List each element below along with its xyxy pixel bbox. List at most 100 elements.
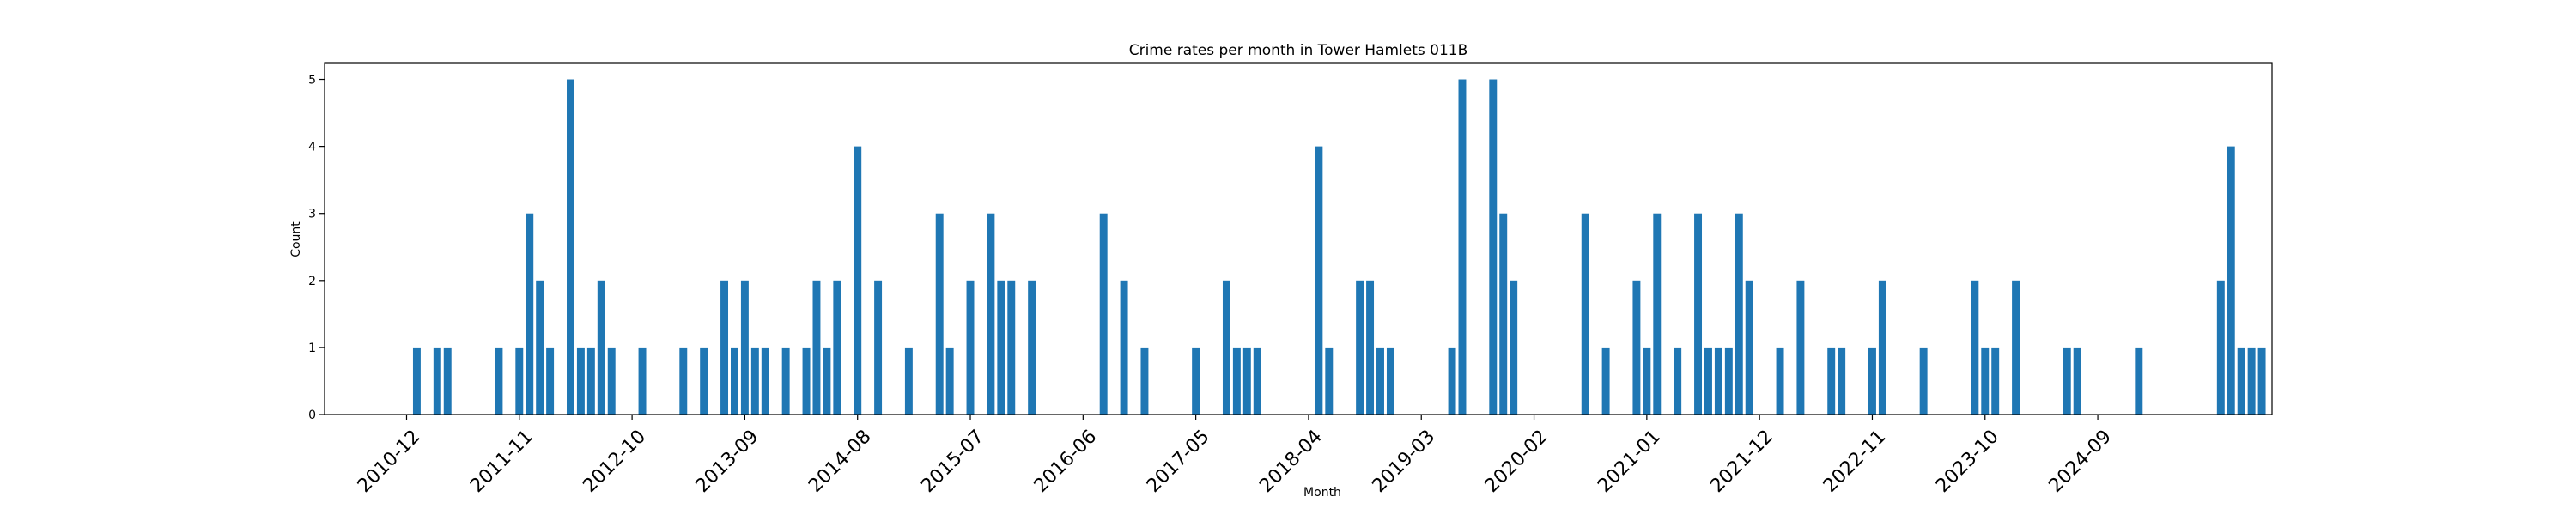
x-tick-label: 2014-08 xyxy=(805,426,876,497)
x-tick-label: 2020-02 xyxy=(1481,426,1552,497)
x-tick-label: 2013-09 xyxy=(692,426,763,497)
bar-2022-12 xyxy=(1878,280,1886,415)
bar-2018-05 xyxy=(1315,146,1323,415)
bar-2014-06 xyxy=(833,280,841,415)
bar-2015-07 xyxy=(966,280,975,415)
bar-2015-11 xyxy=(1007,280,1016,415)
y-axis-label: Count xyxy=(289,221,303,258)
bar-2023-10 xyxy=(1981,347,1990,415)
x-tick-label: 2015-07 xyxy=(917,426,988,497)
bar-2015-01 xyxy=(904,347,913,415)
bar-2025-10 xyxy=(2227,146,2235,415)
bar-2016-08 xyxy=(1099,213,1108,415)
bar-2019-11 xyxy=(1499,213,1508,415)
bar-2018-12 xyxy=(1386,347,1394,415)
bar-2011-12 xyxy=(526,213,534,415)
x-tick-label: 2016-06 xyxy=(1030,426,1102,497)
bar-2025-01 xyxy=(2135,347,2143,415)
x-axis: 2010-12 2011-11 2012-10 2013-09 2014-08 2015-… xyxy=(354,415,2116,497)
bar-2015-05 xyxy=(945,347,954,415)
plot-frame xyxy=(324,62,2273,415)
bar-2022-04 xyxy=(1796,280,1805,415)
bar-2021-11 xyxy=(1745,280,1753,415)
bar-2021-01 xyxy=(1643,347,1651,415)
bar-2013-07 xyxy=(720,280,729,415)
bar-2020-07 xyxy=(1581,213,1589,415)
x-tick-label: 2019-03 xyxy=(1369,426,1440,497)
bar-2022-02 xyxy=(1776,347,1784,415)
bar-2011-09 xyxy=(495,347,503,415)
bar-2019-10 xyxy=(1489,79,1498,415)
bar-2011-11 xyxy=(515,347,524,415)
bar-2017-09 xyxy=(1232,347,1241,415)
bar-2017-11 xyxy=(1253,347,1261,415)
bar-2022-07 xyxy=(1827,347,1836,415)
y-tick-label: 4 xyxy=(308,141,316,154)
bar-2020-12 xyxy=(1632,280,1641,415)
bar-2015-10 xyxy=(997,280,1005,415)
bar-2018-10 xyxy=(1366,280,1375,415)
bar-2014-03 xyxy=(802,347,811,415)
bar-2026-01 xyxy=(2257,347,2266,415)
bar-2012-02 xyxy=(546,347,555,415)
bar-2015-04 xyxy=(935,213,944,415)
bar-2013-10 xyxy=(750,347,759,415)
bar-2022-08 xyxy=(1838,347,1846,415)
bar-2021-07 xyxy=(1704,347,1712,415)
bars-group xyxy=(412,79,2266,415)
bar-2013-09 xyxy=(740,280,749,415)
bar-2025-11 xyxy=(2237,347,2245,415)
bar-2021-08 xyxy=(1714,347,1722,415)
bar-2024-06 xyxy=(2063,347,2071,415)
bar-2014-04 xyxy=(812,280,821,415)
x-tick-label: 2022-11 xyxy=(1820,426,1891,497)
bar-2013-08 xyxy=(731,347,738,415)
bar-2017-08 xyxy=(1222,280,1230,415)
bar-2025-09 xyxy=(2216,280,2225,415)
x-tick-label: 2010-12 xyxy=(354,426,425,497)
y-tick-label: 3 xyxy=(308,208,316,221)
bar-2012-07 xyxy=(597,280,605,415)
bar-2019-12 xyxy=(1510,280,1518,415)
bar-2013-03 xyxy=(679,347,688,415)
bar-2023-09 xyxy=(1971,280,1979,415)
bar-2011-03 xyxy=(433,347,441,415)
bar-2023-11 xyxy=(1991,347,2000,415)
x-tick-label: 2021-01 xyxy=(1594,426,1665,497)
bar-2017-05 xyxy=(1192,347,1200,415)
bar-2014-10 xyxy=(874,280,883,415)
y-tick-label: 1 xyxy=(308,342,316,355)
bar-2021-09 xyxy=(1724,347,1733,415)
bar-2012-08 xyxy=(607,347,616,415)
bar-2021-04 xyxy=(1674,347,1682,415)
bar-2016-10 xyxy=(1120,280,1128,415)
bar-2014-05 xyxy=(823,347,831,415)
bar-2024-01 xyxy=(2012,280,2020,415)
bar-2025-12 xyxy=(2247,347,2256,415)
x-axis-label: Month xyxy=(1303,486,1341,500)
bar-2020-09 xyxy=(1601,347,1610,415)
bar-2019-06 xyxy=(1448,347,1456,415)
x-tick-label: 2012-10 xyxy=(579,426,650,497)
bar-2012-05 xyxy=(576,347,585,415)
chart-title: Crime rates per month in Tower Hamlets 0… xyxy=(1129,42,1468,59)
y-tick-label: 5 xyxy=(308,74,316,88)
y-axis: 0 1 2 3 4 5 xyxy=(308,74,325,422)
x-tick-label: 2024-09 xyxy=(2044,426,2116,497)
bar-2021-06 xyxy=(1694,213,1703,415)
bar-2011-04 xyxy=(443,347,452,415)
x-tick-label: 2011-11 xyxy=(466,426,538,497)
bar-2012-11 xyxy=(638,347,647,415)
bar-2013-05 xyxy=(700,347,708,415)
x-tick-label: 2021-12 xyxy=(1706,426,1777,497)
bar-2023-04 xyxy=(1919,347,1928,415)
bar-2016-12 xyxy=(1140,347,1149,415)
bar-2016-01 xyxy=(1028,280,1036,415)
bar-2014-01 xyxy=(781,347,790,415)
bar-2024-07 xyxy=(2073,347,2081,415)
bar-2019-07 xyxy=(1458,79,1467,415)
bar-2011-01 xyxy=(412,347,421,415)
y-tick-label: 0 xyxy=(308,409,316,422)
bar-2021-10 xyxy=(1735,213,1743,415)
